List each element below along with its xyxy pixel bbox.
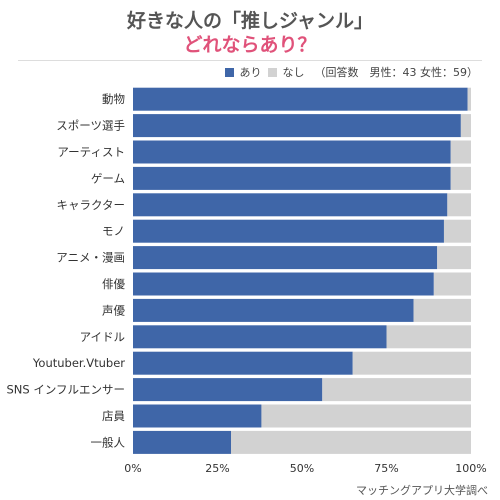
category-label-13: 一般人 [91,435,126,449]
bar-yes-6 [133,246,438,270]
legend-swatch-no [267,67,277,77]
x-tick-label-3: 75% [374,462,398,475]
chart-subtitle: どれならあり？ [183,34,317,56]
category-label-9: アイドル [80,330,125,344]
category-label-0: 動物 [102,92,125,106]
category-label-3: ゲーム [91,171,125,185]
bar-no-9 [386,325,471,349]
category-label-11: SNS インフルエンサー [6,383,125,397]
category-label-7: 俳優 [102,277,125,291]
bar-yes-11 [133,378,323,402]
bar-no-2 [450,140,471,164]
bar-yes-4 [133,193,448,217]
bar-yes-12 [133,404,262,428]
x-tick-label-0: 0% [124,462,141,475]
bar-no-12 [261,404,471,428]
bar-no-7 [433,272,471,296]
bar-yes-1 [133,114,461,138]
bar-no-3 [450,166,471,190]
bar-yes-13 [133,430,232,454]
legend-swatch-yes [224,67,234,77]
bar-yes-8 [133,298,414,322]
bar-yes-5 [133,219,444,243]
legend: あり なし （回答数 男性：43 女性：59） [224,64,479,80]
bar-no-5 [443,219,471,243]
bar-no-10 [352,351,471,375]
legend-label-no: なし [282,66,305,79]
bar-no-13 [231,430,471,454]
bar-yes-2 [133,140,451,164]
legend-respondent-note: （回答数 男性：43 女性：59） [314,66,479,79]
x-tick-label-1: 25% [205,462,229,475]
category-label-1: スポーツ選手 [56,119,125,133]
category-label-8: 声優 [102,303,125,317]
legend-label-yes: あり [239,66,262,79]
bar-yes-0 [133,87,468,111]
bar-no-1 [460,114,471,138]
bar-no-4 [447,193,471,217]
chart-title: 好きな人の「推しジャンル」 [126,10,374,32]
bar-yes-7 [133,272,434,296]
x-tick-label-2: 50% [290,462,314,475]
category-label-2: アーティスト [57,145,125,159]
category-label-5: モノ [102,224,125,238]
x-tick-label-4: 100% [455,462,486,475]
bar-yes-3 [133,166,451,190]
bar-no-11 [322,378,471,402]
category-label-4: キャラクター [56,198,125,212]
category-label-6: アニメ・漫画 [56,251,125,265]
bar-no-6 [437,246,471,270]
source-note: マッチングアプリ大学調べ [356,484,488,497]
bar-no-8 [413,298,471,322]
bar-yes-10 [133,351,353,375]
category-label-10: Youtuber.Vtuber [32,356,125,370]
title-divider [18,60,482,61]
category-label-12: 店員 [102,409,125,423]
bar-no-0 [467,87,471,111]
bar-yes-9 [133,325,387,349]
